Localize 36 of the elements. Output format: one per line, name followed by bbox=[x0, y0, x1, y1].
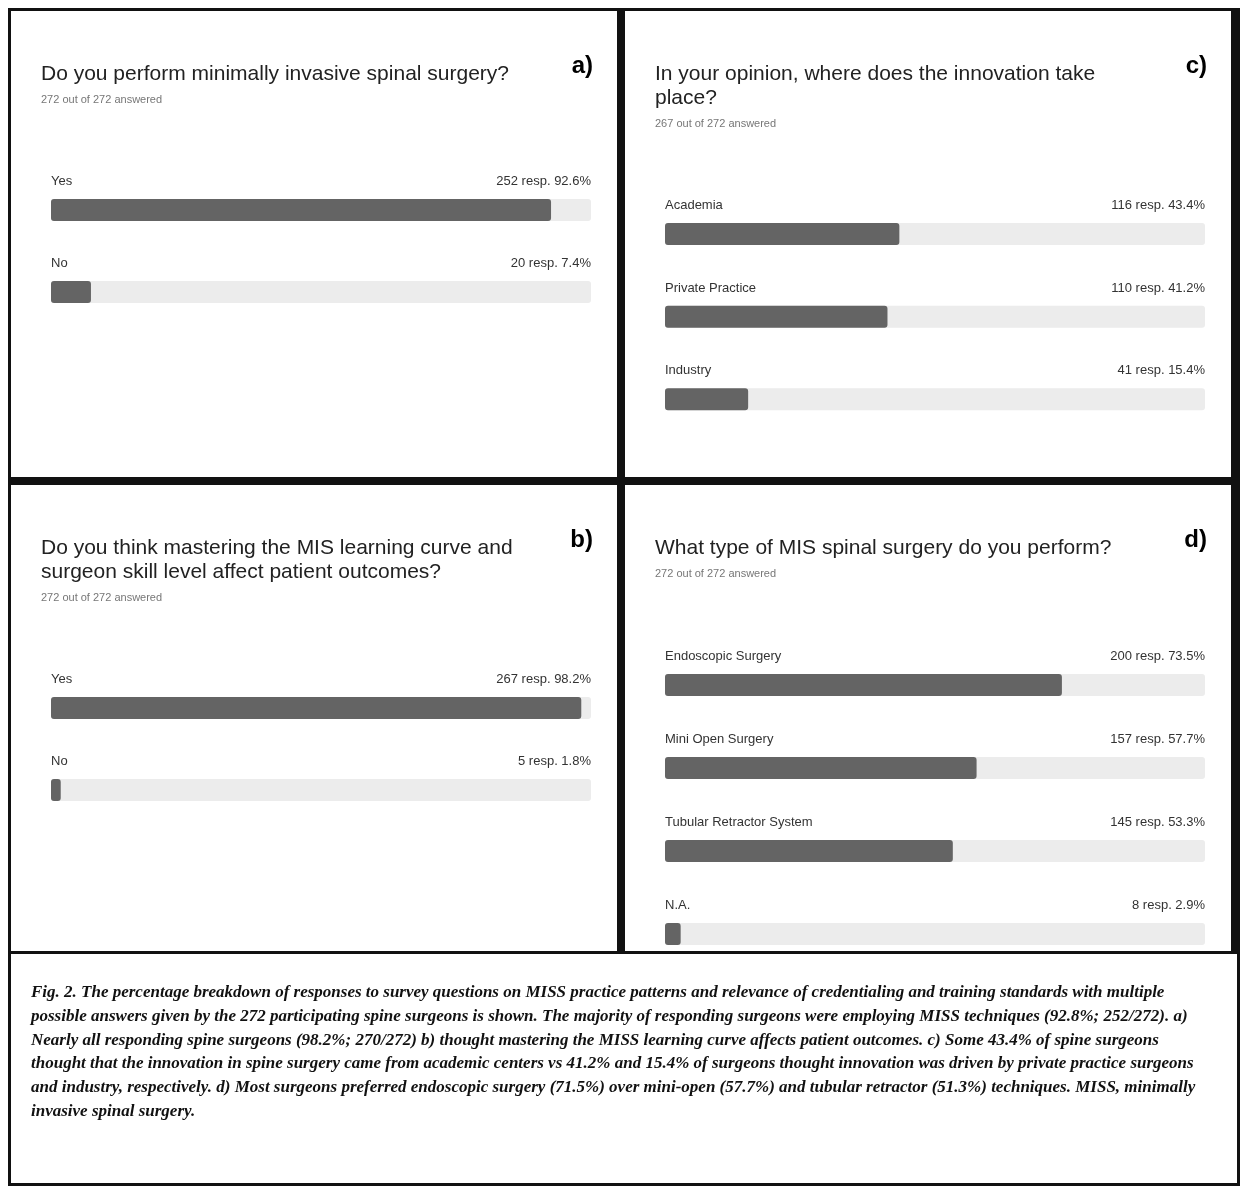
text: a) bbox=[571, 51, 593, 79]
category-label: N.A. bbox=[665, 897, 691, 912]
text: b) bbox=[570, 525, 593, 553]
data-label: 252 resp. 92.6% bbox=[496, 173, 592, 188]
data-label: 20 resp. 7.4% bbox=[510, 255, 592, 270]
text: d) bbox=[1184, 525, 1207, 553]
chart-subtitle: 272 out of 272 answered bbox=[41, 93, 164, 105]
category-label: Yes bbox=[51, 671, 73, 686]
chart-subtitle: 272 out of 272 answered bbox=[41, 591, 164, 603]
data-label: 8 resp. 2.9% bbox=[1132, 897, 1206, 912]
category-label: Mini Open Surgery bbox=[665, 731, 774, 746]
category-label: No bbox=[51, 753, 68, 768]
chart-subtitle: 272 out of 272 answered bbox=[655, 567, 778, 579]
data-label: 145 resp. 53.3% bbox=[1110, 814, 1206, 829]
category-label: Industry bbox=[665, 362, 712, 378]
category-label: Endoscopic Surgery bbox=[665, 648, 782, 663]
chart-title: What type of MIS spinal surgery do you perform? bbox=[655, 535, 1113, 559]
category-label: Academia bbox=[665, 197, 723, 212]
data-label: 267 resp. 98.2% bbox=[496, 671, 592, 686]
data-label: 5 resp. 1.8% bbox=[518, 753, 592, 768]
chart-title: Do you perform minimally invasive spinal surgery? bbox=[41, 61, 510, 85]
data-label: 200 resp. 73.5% bbox=[1110, 648, 1206, 663]
category-label: Private Practice bbox=[665, 279, 757, 295]
data-label: 157 resp. 57.7% bbox=[1110, 731, 1206, 746]
category-label: Tubular Retractor System bbox=[665, 814, 813, 829]
caption: Fig. 2. The percentage breakdown of responses to survey questions on MISS practice patterns and relevance of credentialing and training standards with multiple possible answers given by the 272 participating spine surgeons is shown. The majority of responding surgeons were employing MISS techniques (92.8%; 252/272). a) Nearly all responding spine surgeons (98.2%; 270/272) b) thought mastering the MISS learning curve affects patient outcomes. c) Some 43.4% of spine surgeons thought that the innovation in spine surgery came from academic centers vs 41.2% and 15.4% of surgeons thought innovation was driven by private practice surgeons and industry, respectively. d) Most surgeons preferred endoscopic surgery (71.5%) over mini-open (57.7%) and tubular retractor (51.3%) techniques. MISS, minimally invasive spinal surgery. bbox=[11, 951, 1237, 1183]
category-label: No bbox=[51, 255, 68, 270]
category-label: Yes bbox=[51, 173, 73, 188]
data-label: 110 resp. 41.2% bbox=[1111, 279, 1206, 295]
chart-subtitle: 267 out of 272 answered bbox=[655, 117, 778, 129]
text: c) bbox=[1185, 51, 1207, 79]
data-label: 116 resp. 43.4% bbox=[1111, 197, 1206, 212]
chart-title: In your opinion, where does the innovation take place? bbox=[655, 61, 1097, 109]
data-label: 41 resp. 15.4% bbox=[1117, 362, 1206, 378]
chart-title: Do you think mastering the MIS learning curve and surgeon skill level affect patient outcomes? bbox=[41, 535, 514, 583]
bar bbox=[665, 923, 681, 945]
